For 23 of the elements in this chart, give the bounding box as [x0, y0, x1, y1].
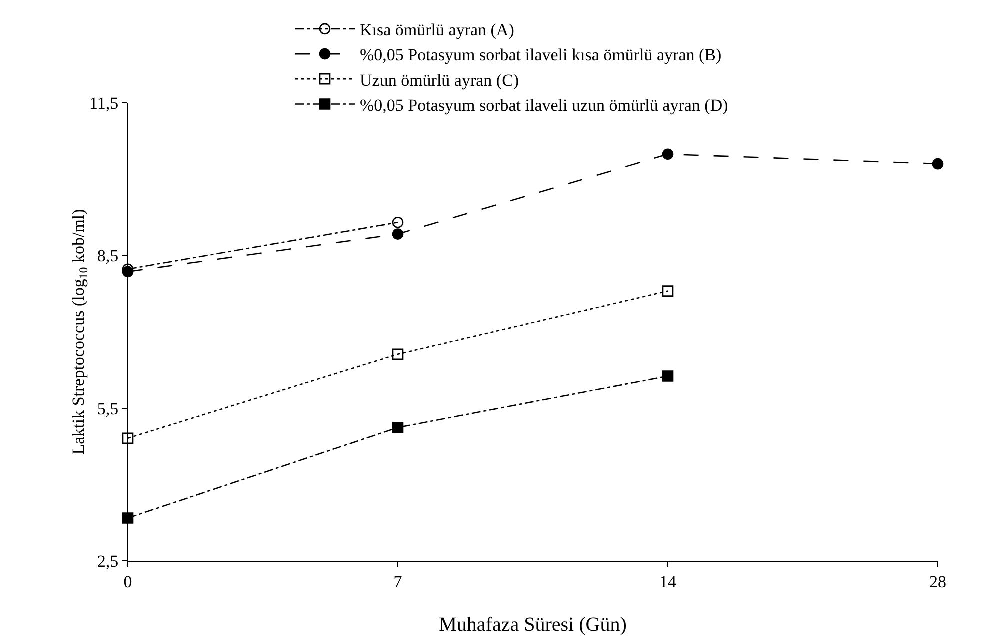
legend-label: %0,05 Potasyum sorbat ilaveli uzun ömürlü ayran (D) — [360, 96, 728, 115]
point — [122, 432, 134, 444]
y-tick-label: 2,5 — [97, 552, 119, 571]
y-tick-label: 5,5 — [97, 399, 119, 418]
x-tick-label: 7 — [394, 572, 403, 592]
point — [392, 422, 404, 434]
y-tick-label: 11,5 — [89, 94, 119, 113]
point — [932, 158, 944, 170]
point — [662, 148, 674, 160]
y-tick-label: 8,5 — [97, 246, 119, 266]
point — [662, 286, 674, 297]
point — [392, 216, 404, 228]
legend-label: %0,05 Potasyum sorbat ilaveli kısa ömürlü ayran (B) — [360, 46, 722, 65]
point — [392, 228, 404, 240]
x-axis-title: Muhafaza Süresi (Gün) — [439, 614, 627, 636]
x-tick-label: 28 — [930, 572, 946, 592]
point — [122, 512, 134, 524]
legend-label: Uzun ömürlü ayran (C) — [360, 70, 520, 90]
x-tick-label: 0 — [124, 572, 132, 592]
legend-label: Kısa ömürlü ayran (A) — [360, 20, 514, 40]
point — [662, 370, 674, 382]
x-tick-label: 14 — [660, 572, 677, 592]
point — [392, 348, 404, 360]
